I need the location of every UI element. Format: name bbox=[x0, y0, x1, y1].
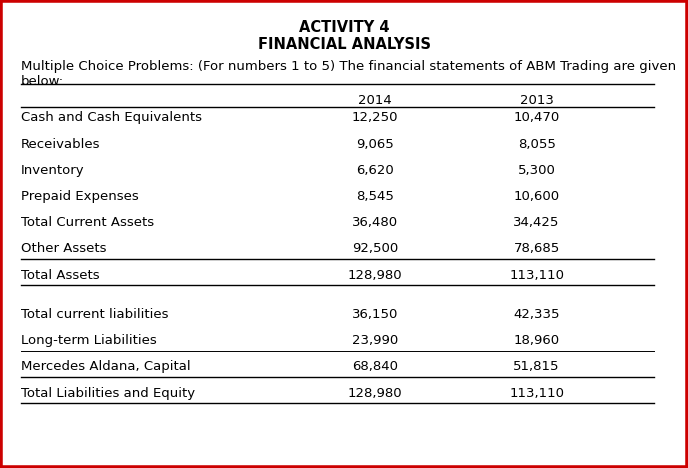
Text: 9,065: 9,065 bbox=[356, 138, 394, 151]
Text: 10,470: 10,470 bbox=[513, 111, 560, 124]
Text: Multiple Choice Problems: (For numbers 1 to 5) The financial statements of ABM T: Multiple Choice Problems: (For numbers 1… bbox=[21, 60, 676, 73]
Text: FINANCIAL ANALYSIS: FINANCIAL ANALYSIS bbox=[257, 37, 431, 51]
Text: Total Liabilities and Equity: Total Liabilities and Equity bbox=[21, 387, 195, 400]
Text: Long-term Liabilities: Long-term Liabilities bbox=[21, 334, 156, 347]
Text: Other Assets: Other Assets bbox=[21, 242, 106, 256]
Text: 128,980: 128,980 bbox=[347, 269, 402, 282]
Text: 78,685: 78,685 bbox=[513, 242, 560, 256]
Text: ACTIVITY 4: ACTIVITY 4 bbox=[299, 20, 389, 35]
Text: Total current liabilities: Total current liabilities bbox=[21, 308, 168, 321]
Text: 10,600: 10,600 bbox=[513, 190, 560, 203]
Text: 36,150: 36,150 bbox=[352, 308, 398, 321]
Text: 92,500: 92,500 bbox=[352, 242, 398, 256]
Text: Receivables: Receivables bbox=[21, 138, 100, 151]
Text: 6,620: 6,620 bbox=[356, 164, 394, 177]
Text: Total Current Assets: Total Current Assets bbox=[21, 216, 153, 229]
Text: 113,110: 113,110 bbox=[509, 387, 564, 400]
Text: Cash and Cash Equivalents: Cash and Cash Equivalents bbox=[21, 111, 202, 124]
Text: 23,990: 23,990 bbox=[352, 334, 398, 347]
Text: below:: below: bbox=[21, 75, 64, 88]
Text: 36,480: 36,480 bbox=[352, 216, 398, 229]
Text: 12,250: 12,250 bbox=[352, 111, 398, 124]
Text: 128,980: 128,980 bbox=[347, 387, 402, 400]
Text: 34,425: 34,425 bbox=[513, 216, 560, 229]
Text: Prepaid Expenses: Prepaid Expenses bbox=[21, 190, 138, 203]
Text: Mercedes Aldana, Capital: Mercedes Aldana, Capital bbox=[21, 360, 191, 373]
Text: 2013: 2013 bbox=[519, 94, 554, 107]
Text: 5,300: 5,300 bbox=[517, 164, 556, 177]
Text: 113,110: 113,110 bbox=[509, 269, 564, 282]
Text: 51,815: 51,815 bbox=[513, 360, 560, 373]
Text: 8,055: 8,055 bbox=[517, 138, 556, 151]
Text: 8,545: 8,545 bbox=[356, 190, 394, 203]
Text: 2014: 2014 bbox=[358, 94, 392, 107]
Text: 42,335: 42,335 bbox=[513, 308, 560, 321]
Text: Inventory: Inventory bbox=[21, 164, 84, 177]
Text: Total Assets: Total Assets bbox=[21, 269, 99, 282]
Text: 68,840: 68,840 bbox=[352, 360, 398, 373]
Text: 18,960: 18,960 bbox=[513, 334, 560, 347]
